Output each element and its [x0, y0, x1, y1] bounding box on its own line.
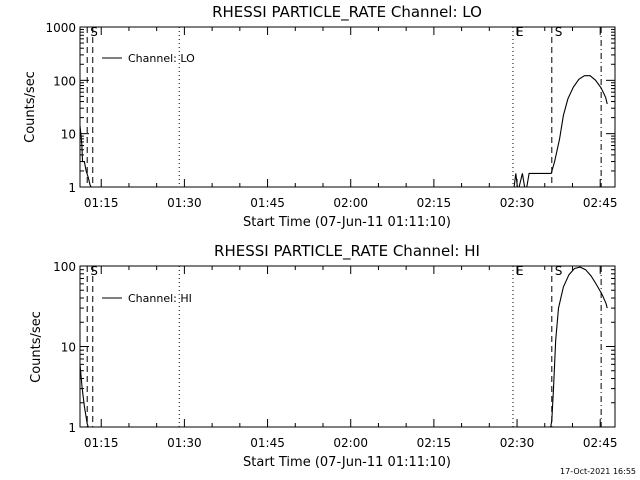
panel-hi-series: [79, 266, 608, 428]
panel-hi-legend: Channel: HI: [102, 292, 192, 305]
panel-lo-x-tick-label: 01:15: [84, 196, 119, 210]
panel-lo-series-line: [79, 75, 608, 188]
panel-lo-x-tick-label: 02:45: [583, 196, 618, 210]
panel-lo-y-tick-label: 100: [53, 74, 76, 88]
panel-hi-marker-label: S: [90, 264, 98, 278]
panel-hi-ticks: 01:15 01:30 01:45 02:00 02:15 02:30 02:45 1 10 10…: [53, 260, 617, 450]
panel-lo-x-tick-label: 01:30: [167, 196, 202, 210]
panel-hi: RHESSI PARTICLE_RATE Channel: HI Counts/…: [29, 242, 617, 470]
panel-hi-x-tick-label: 02:30: [500, 436, 535, 450]
panel-lo-marker-label: S: [90, 25, 98, 39]
panel-lo-x-axis-label: Start Time (07-Jun-11 01:11:10): [243, 215, 451, 230]
panel-lo-x-tick-label: 02:30: [500, 196, 535, 210]
panel-hi-y-tick-label: 10: [61, 341, 76, 355]
panel-hi-y-axis-label: Counts/sec: [29, 311, 44, 383]
panel-lo-y-tick-label: 10: [61, 128, 76, 142]
panel-hi-x-axis-label: Start Time (07-Jun-11 01:11:10): [243, 455, 451, 470]
panel-hi-x-tick-label: 01:15: [84, 436, 119, 450]
panel-lo-marker-label: S: [555, 25, 563, 39]
panel-hi-marker-label: S: [555, 264, 563, 278]
panel-lo-y-axis-label: Counts/sec: [23, 71, 38, 143]
panel-lo-marker-label: E: [516, 25, 524, 39]
panel-lo-title: RHESSI PARTICLE_RATE Channel: LO: [212, 3, 482, 22]
timestamp-label: 17-Oct-2021 16:55: [560, 467, 636, 476]
panel-lo-series: [79, 75, 608, 188]
panel-hi-x-tick-label: 02:45: [583, 436, 618, 450]
panel-hi-y-tick-label: 100: [53, 260, 76, 274]
panel-hi-marker-label: E: [516, 264, 524, 278]
panel-hi-x-tick-label: 02:15: [417, 436, 452, 450]
panel-lo-y-tick-label: 1: [68, 181, 76, 195]
panel-hi-legend-label: Channel: HI: [128, 292, 192, 305]
panel-hi-x-tick-label: 02:00: [333, 436, 368, 450]
panel-lo-y-tick-label: 1000: [45, 21, 76, 35]
panel-hi-title: RHESSI PARTICLE_RATE Channel: HI: [214, 242, 480, 261]
panel-lo-ticks: 01:15 01:30 01:45 02:00 02:15 02:30 02:45 1 10 10…: [45, 21, 617, 210]
panel-lo: RHESSI PARTICLE_RATE Channel: LO Counts/…: [23, 3, 617, 230]
panel-hi-x-tick-label: 01:30: [167, 436, 202, 450]
panel-lo-x-tick-label: 02:00: [333, 196, 368, 210]
panel-lo-legend-label: Channel: LO: [128, 52, 195, 65]
panel-lo-x-tick-label: 01:45: [250, 196, 285, 210]
panel-lo-frame: [79, 26, 616, 188]
panel-hi-x-tick-label: 01:45: [250, 436, 285, 450]
panel-hi-y-tick-label: 1: [68, 421, 76, 435]
panel-lo-x-tick-label: 02:15: [417, 196, 452, 210]
panel-hi-series-line: [79, 266, 608, 428]
panel-lo-legend: Channel: LO: [102, 52, 195, 65]
